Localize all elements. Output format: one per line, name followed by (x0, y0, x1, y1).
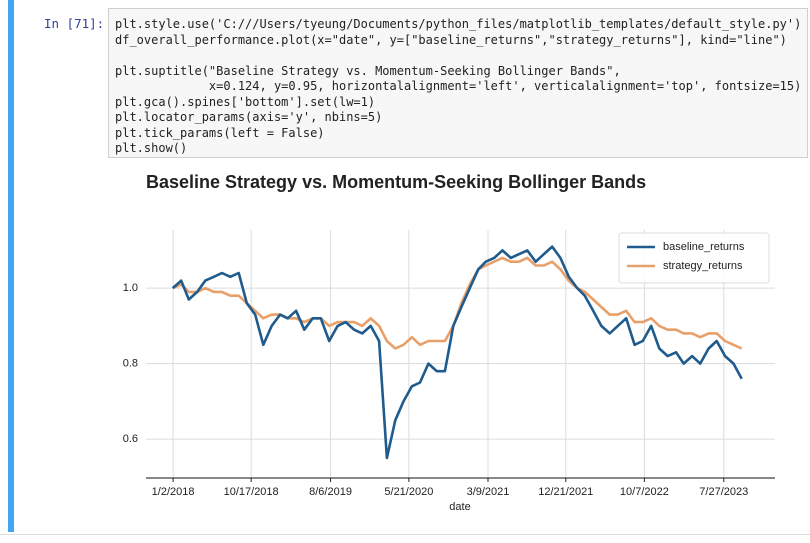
x-tick-label: 3/9/2021 (467, 486, 510, 498)
code-line: plt.style.use('C:///Users/tyeung/Documen… (115, 17, 802, 31)
code-line: plt.gca().spines['bottom'].set(lw=1) (115, 94, 376, 109)
x-tick-label: 5/21/2020 (384, 486, 433, 498)
y-tick-label: 0.8 (123, 358, 138, 370)
x-tick-label: 10/17/2018 (224, 486, 279, 498)
legend-label: baseline_returns (663, 241, 745, 253)
code-line: df_overall_performance.plot(x="date", y=… (115, 32, 787, 47)
x-axis-label: date (449, 501, 470, 513)
x-tick-label: 10/7/2022 (620, 486, 669, 498)
line-series (171, 245, 743, 460)
x-tick-label: 12/21/2021 (538, 486, 593, 498)
code-line: plt.suptitle("Baseline Strategy vs. Mome… (115, 63, 621, 78)
code-block: plt.style.use('C:///Users/tyeung/Documen… (115, 17, 801, 48)
next-cell-edge (0, 534, 810, 543)
code-line: x=0.124, y=0.95, horizontalalignment='le… (115, 79, 802, 93)
legend-label: strategy_returns (663, 260, 743, 272)
y-tick-label: 0.6 (123, 433, 138, 445)
code-line: plt.show() (115, 141, 188, 155)
code-block: plt.suptitle("Baseline Strategy vs. Mome… (115, 64, 801, 157)
cell-selection-bar (8, 0, 14, 532)
x-tick-label: 7/27/2023 (699, 486, 748, 498)
legend-box (618, 232, 770, 284)
y-tick-label: 1.0 (123, 282, 138, 294)
x-tick-label: 8/6/2019 (309, 486, 352, 498)
code-line: plt.tick_params(left = False) (115, 125, 325, 140)
cell-prompt: In [71]: (44, 16, 105, 31)
x-tick-label: 1/2/2018 (152, 486, 195, 498)
code-cell[interactable]: plt.style.use('C:///Users/tyeung/Documen… (108, 8, 808, 158)
chart-title: Baseline Strategy vs. Momentum-Seeking B… (146, 172, 646, 192)
code-line: plt.locator_params(axis='y', nbins=5) (115, 110, 383, 124)
